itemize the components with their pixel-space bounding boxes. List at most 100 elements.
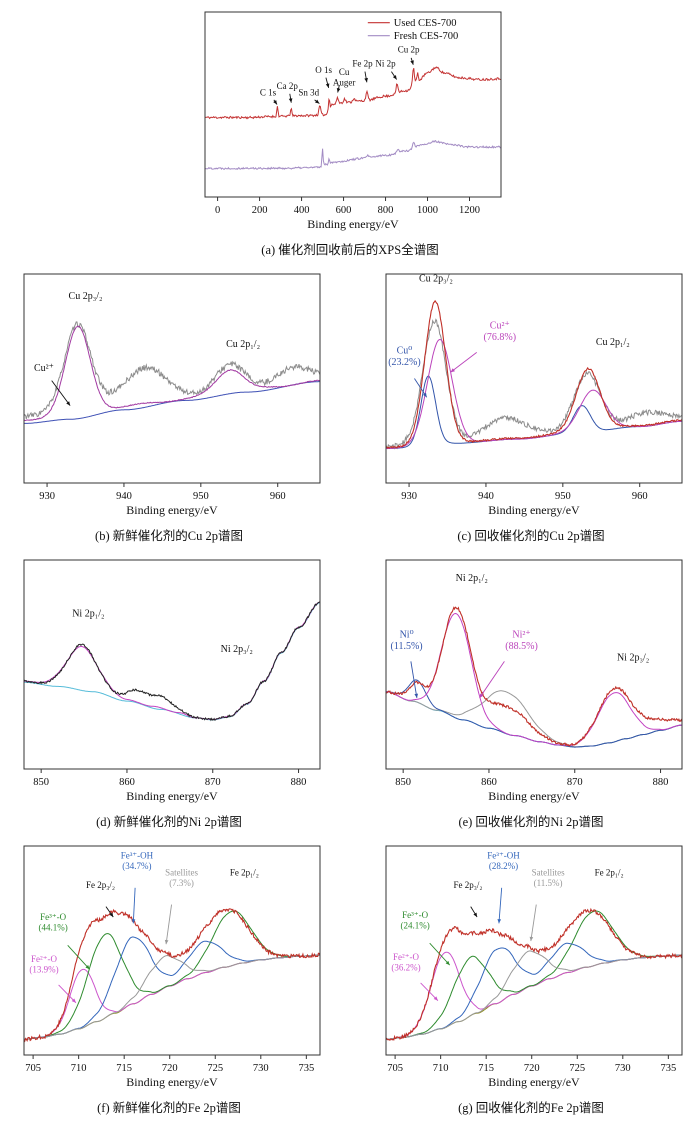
x-tick-label: 960 (270, 491, 286, 502)
plot-frame (385, 845, 683, 1056)
x-axis-label: Binding energy/eV (488, 1075, 580, 1089)
series-group (24, 321, 320, 424)
annotation-arrow (450, 352, 477, 373)
x-tick-label: 735 (660, 1063, 676, 1074)
annotation-label: Cu²⁺ (76.8%) (484, 320, 516, 343)
x-tick-label: 950 (555, 491, 571, 502)
series-Ni0-component (386, 679, 682, 748)
x-tick-label: 710 (433, 1063, 449, 1074)
annotation-arrow (410, 661, 418, 699)
annotation-arrow (132, 887, 136, 924)
annotation-label: Cu Auger (333, 67, 356, 88)
x-tick-label: 800 (378, 205, 394, 216)
annotation-arrow (530, 904, 537, 942)
chart-b: 930 940 950 960 Binding energy/eV Cu 2p₃/₂ Cu … (23, 273, 321, 517)
xps-figure: 0 200 400 600 800 1000 1200 Binding energy/eV Us… (4, 3, 696, 1123)
x-tick-label: 710 (71, 1063, 87, 1074)
series-background (24, 602, 320, 721)
series-used (205, 66, 501, 120)
annotation-arrowhead (479, 693, 484, 698)
annotation-arrowhead (529, 936, 534, 942)
fe2p-fresh-plot: 705 710 715 720 725 730 735 Binding energy/eV Fe… (8, 837, 330, 1099)
annotation-label: Cu²⁺ (34, 363, 54, 374)
annotation-arrow (67, 944, 90, 970)
cu2p-fresh-plot: 930 940 950 960 Binding energy/eV Cu 2p₃/₂ Cu … (8, 265, 330, 527)
series-Ni2plus-component (386, 612, 682, 746)
ni2p-fresh-plot: 850 860 870 880 Binding energy/eV Ni 2p₁/₂ Ni … (8, 551, 330, 813)
x-tick-label: 950 (193, 491, 209, 502)
series-raw (24, 321, 320, 420)
panel-g: 705 710 715 720 725 730 735 Binding energy/eV Fe… (366, 837, 696, 1116)
plot-frame (23, 559, 321, 770)
annotation-arrowhead (336, 88, 341, 93)
x-tick-label: 200 (252, 205, 268, 216)
annotation-label: Cu 2p₁/₂ (226, 339, 260, 350)
x-axis-label: Binding energy/eV (126, 503, 218, 517)
series-group (205, 66, 501, 171)
legend-label: Fresh CES-700 (394, 31, 458, 42)
x-tick-label: 600 (336, 205, 352, 216)
series-group (386, 299, 682, 450)
annotation-label: Cu 2p (398, 45, 420, 55)
series-group (386, 907, 682, 1042)
legend-label: Used CES-700 (394, 18, 457, 29)
series-envelope (386, 606, 682, 748)
series-fresh (205, 139, 501, 171)
panel-c-caption: (c) 回收催化剂的Cu 2p谱图 (457, 529, 605, 543)
panel-grid: 930 940 950 960 Binding energy/eV Cu 2p₃/₂ Cu … (4, 265, 696, 1123)
plot-frame (385, 559, 683, 770)
annotation-label: Cu 2p₃/₂ (69, 291, 103, 302)
series-raw (386, 318, 682, 450)
x-tick-label: 720 (162, 1063, 178, 1074)
annotation-label: Cu⁰ (23.2%) (388, 345, 421, 368)
annotation-arrowhead (445, 960, 450, 966)
series-background (386, 691, 682, 748)
x-tick-label: 730 (615, 1063, 631, 1074)
panel-e: 850 860 870 880 Binding energy/eV Ni 2p₁/₂ Ni⁰… (366, 551, 696, 830)
annotation-label: Ni 2p₁/₂ (456, 573, 488, 584)
annotation-arrowhead (410, 60, 414, 65)
annotation-label: Ni²⁺ (88.5%) (505, 629, 538, 652)
panel-d-caption: (d) 新鲜催化剂的Ni 2p谱图 (96, 815, 242, 829)
annotation-arrowhead (109, 912, 114, 918)
annotation-label: Fe 2p₃/₂ (86, 880, 115, 890)
annotation-label: Fe 2p (352, 59, 373, 69)
x-tick-label: 940 (116, 491, 132, 502)
plot-frame (23, 845, 321, 1056)
panel-f-caption: (f) 新鲜催化剂的Fe 2p谱图 (97, 1101, 241, 1115)
series-fit (24, 325, 320, 422)
x-axis-label: Binding energy/eV (488, 789, 580, 803)
x-tick-label: 1200 (459, 205, 480, 216)
annotation-arrowhead (414, 693, 419, 698)
annotation-arrow (51, 380, 71, 406)
annotation-arrowhead (288, 98, 293, 103)
annotation-arrowhead (392, 75, 397, 80)
annotation-arrowhead (450, 368, 455, 373)
panel-a: 0 200 400 600 800 1000 1200 Binding energy/eV Us… (189, 3, 511, 258)
annotation-label: Fe³⁺-O (24.1%) (401, 910, 430, 931)
x-axis-label: Binding energy/eV (126, 789, 218, 803)
series-raw (24, 601, 320, 722)
annotation-label: Ni 2p₃/₂ (221, 644, 253, 655)
series-Fe2plus-O (386, 951, 682, 1040)
annotation-label: Fe³⁺-O (44.1%) (39, 912, 68, 933)
annotation-arrowhead (273, 100, 278, 105)
survey-spectrum-plot: 0 200 400 600 800 1000 1200 Binding energy/eV Us… (189, 3, 511, 241)
annotation-label: Ca 2p (277, 81, 299, 91)
fe2p-used-plot: 705 710 715 720 725 730 735 Binding energy/eV Fe… (370, 837, 692, 1099)
x-tick-label: 725 (569, 1063, 585, 1074)
x-tick-label: 400 (294, 205, 310, 216)
x-axis-label: Binding energy/eV (307, 217, 399, 231)
chart-e: 850 860 870 880 Binding energy/eV Ni 2p₁/₂ Ni⁰… (385, 559, 683, 803)
annotation-label: Fe 2p₁/₂ (595, 867, 624, 877)
annotation-arrowhead (325, 83, 330, 88)
x-tick-label: 850 (33, 777, 49, 788)
annotation-label: Fe²⁺-O (36.2%) (391, 952, 420, 973)
annotation-label: Fe²⁺-O (13.9%) (29, 954, 58, 975)
panel-f: 705 710 715 720 725 730 735 Binding energy/eV Fe… (4, 837, 334, 1116)
x-tick-label: 705 (25, 1063, 41, 1074)
annotation-label: Sn 3d (298, 87, 319, 97)
annotation-label: Ni 2p₁/₂ (72, 608, 104, 619)
cu2p-used-plot: 930 940 950 960 Binding energy/eV Cu 2p₃/₂ Cu … (370, 265, 692, 527)
annotation-label: Cu 2p₁/₂ (596, 337, 630, 348)
